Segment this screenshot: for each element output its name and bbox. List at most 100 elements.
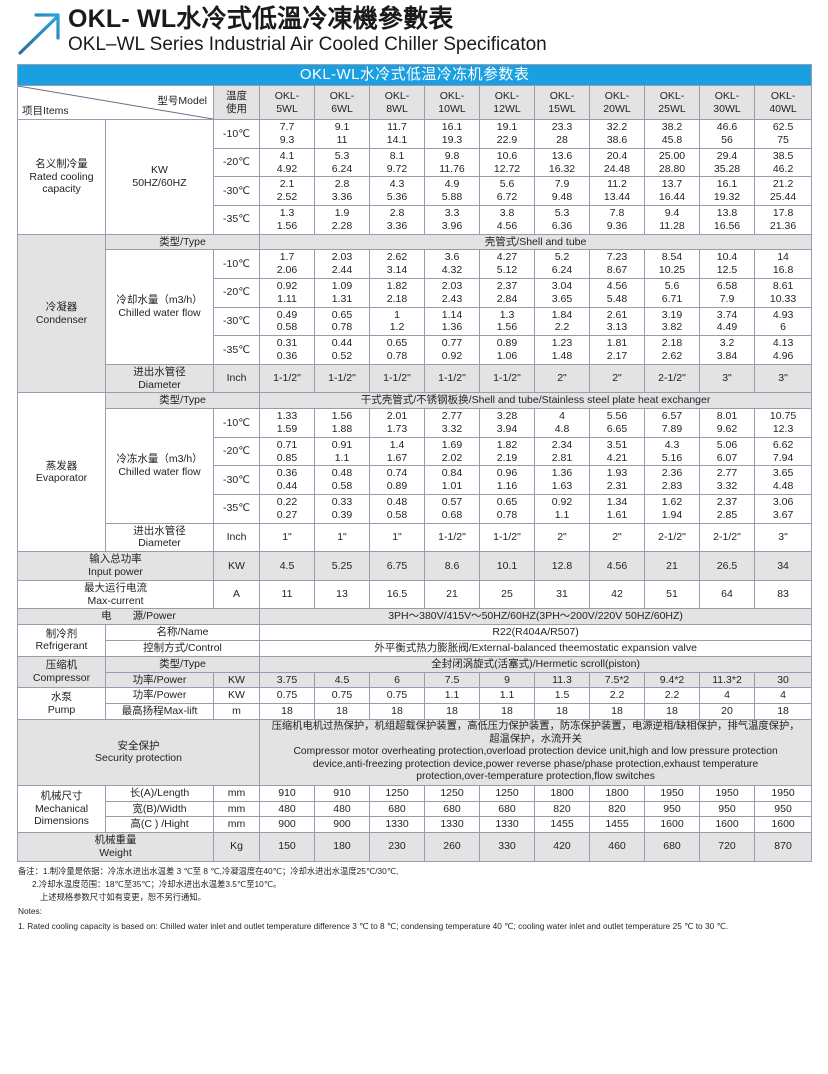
pump-lift-unit: m [213,703,260,720]
note-cn-2: 2.冷却水温度范围：18℃至35℃；冷却水进出水温差3.5℃至10℃。 [32,878,282,889]
data-cell: 330 [479,832,535,862]
data-cell: 17.8 21.36 [753,205,813,235]
data-cell: 13.7 16.44 [644,176,700,207]
data-cell: 1" [369,522,425,553]
data-cell: 0.96 1.16 [479,465,535,496]
data-cell: 950 [699,800,755,818]
data-cell: 3.3 3.96 [424,205,480,235]
data-cell: 18 [259,703,315,720]
data-cell: 2.37 2.85 [699,494,755,524]
data-cell: 0.92 1.1 [534,494,590,524]
pump-power-unit: KW [213,687,260,705]
data-cell: 38.2 45.8 [644,119,700,149]
data-cell: 1.3 1.56 [259,205,315,235]
data-cell: 4.5 [314,671,370,689]
data-cell: 0.57 0.68 [424,494,480,524]
data-cell: 1.23 1.48 [534,335,590,365]
diagonal-arrow-icon [14,8,66,60]
row-label-weight: 机械重量 Weight [17,832,214,862]
data-cell: 1.82 2.19 [479,436,535,467]
data-cell: 1-1/2" [369,363,425,394]
temp-cell: -30℃ [213,176,260,207]
data-cell: 3" [699,363,755,394]
data-cell: 7.8 9.36 [589,205,645,235]
page-title: OKL- WL水冷式低溫冷凍機參數表 [68,5,454,33]
row-label-input-power: 输入总功率 Input power [17,551,214,581]
data-cell: 1250 [369,784,425,802]
notes-section: 备注：1.制冷量是依据：冷冻水进出水温差 3 ℃至 8 ℃,冷凝温度在40℃；冷… [0,862,828,933]
data-cell: 420 [534,832,590,862]
data-cell: 180 [314,832,370,862]
data-cell: 4 4.8 [534,408,590,438]
data-cell: 20.4 24.48 [589,147,645,178]
temp-cell: -10℃ [213,408,260,438]
data-cell: 26.5 [699,551,755,581]
evaporator-type-label: 类型/Type [105,392,260,410]
model-header-0: OKL- 5WL [259,85,315,121]
data-cell: 2" [589,363,645,394]
data-cell: 7.5 [424,671,480,689]
data-cell: 480 [259,800,315,818]
data-cell: 46.6 56 [699,119,755,149]
data-cell: 4.3 5.16 [644,436,700,467]
refrigerant-name-value: R22(R404A/R507) [258,624,813,641]
data-cell: 11.2 13.44 [589,176,645,207]
data-cell: 5.2 6.24 [534,249,590,280]
row-label-security-protection: 安全保护 Security protection [17,718,260,786]
data-cell: 1.9 2.28 [314,205,370,235]
data-cell: 2.2 [644,687,700,705]
refrigerant-control-label: 控制方式/Control [105,639,260,657]
data-cell: 1800 [534,784,590,802]
data-cell: 2.8 3.36 [314,176,370,207]
model-header-3: OKL- 10WL [424,85,480,121]
data-cell: 2.18 2.62 [644,335,700,365]
data-cell: 1.7 2.06 [259,249,315,280]
data-cell: 1.1 [479,687,535,705]
data-cell: 9.4*2 [644,671,700,689]
data-cell: 25 [479,579,535,610]
compressor-type-label: 类型/Type [105,655,260,673]
data-cell: 8.61 10.33 [753,278,813,308]
data-cell: 910 [259,784,315,802]
table-banner: OKL-WL水冷式低温冷冻机参数表 [16,63,813,87]
data-cell: 3.6 4.32 [424,249,480,280]
note-cn-1: 备注：1.制冷量是依据：冷冻水进出水温差 3 ℃至 8 ℃,冷凝温度在40℃；冷… [18,865,399,876]
data-cell: 0.65 0.78 [479,494,535,524]
data-cell: 7.5*2 [589,671,645,689]
data-cell: 8.6 [424,551,480,581]
data-cell: 4.27 5.12 [479,249,535,280]
data-cell: 2.2 [589,687,645,705]
data-cell: 230 [369,832,425,862]
dimension-name: 高(C ) /Hight [105,816,214,834]
data-cell: 11.7 14.1 [369,119,425,149]
data-cell: 5.06 6.07 [699,436,755,467]
row-label-dimensions: 机械尺寸 Mechanical Dimensions [17,784,106,834]
data-cell: 8.1 9.72 [369,147,425,178]
data-cell: 4.13 4.96 [753,335,813,365]
data-cell: 21.2 25.44 [753,176,813,207]
data-cell: 19.1 22.9 [479,119,535,149]
data-cell: 0.84 1.01 [424,465,480,496]
data-cell: 4.9 5.88 [424,176,480,207]
temp-cell: -10℃ [213,249,260,280]
data-cell: 1.84 2.2 [534,306,590,337]
data-cell: 9.4 11.28 [644,205,700,235]
data-cell: 3.8 4.56 [479,205,535,235]
data-cell: 680 [369,800,425,818]
data-cell: 16.1 19.3 [424,119,480,149]
temp-cell: -20℃ [213,147,260,178]
data-cell: 3.74 4.49 [699,306,755,337]
data-cell: 3.04 3.65 [534,278,590,308]
data-cell: 29.4 35.28 [699,147,755,178]
evaporator-type-value: 干式壳管式/不锈钢板换/Shell and tube/Stainless ste… [258,392,813,410]
data-cell: 260 [424,832,480,862]
data-cell: 0.89 1.06 [479,335,535,365]
spec-table-wrapper: OKL-WL水冷式低温冷冻机参数表 项目Items 型号Model 温度 使用 O… [0,63,828,862]
row-label-compressor: 压缩机 Compressor [17,655,106,689]
data-cell: 62.5 75 [753,119,813,149]
corner-header-cell: 项目Items 型号Model [17,85,214,121]
data-cell: 2.1 2.52 [259,176,315,207]
data-cell: 0.75 [259,687,315,705]
data-cell: 3.65 4.48 [753,465,813,496]
data-cell: 2.36 2.83 [644,465,700,496]
